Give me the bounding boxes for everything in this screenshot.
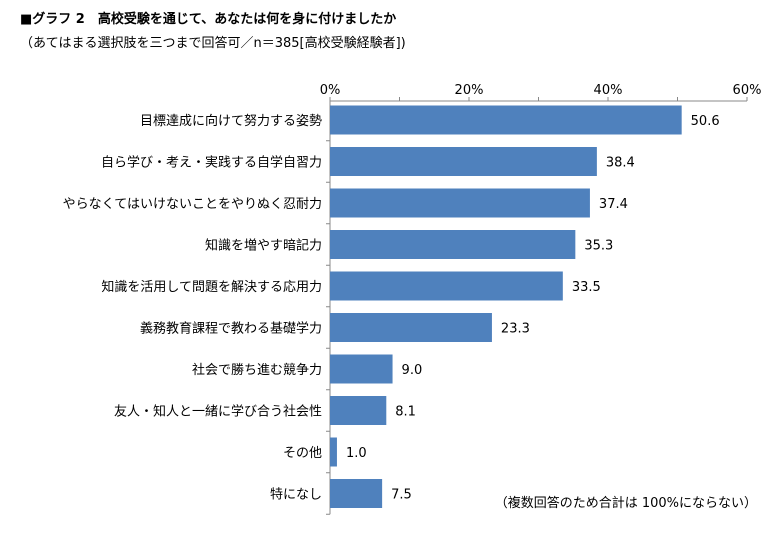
chart-footnote: （複数回答のため合計は 100%にならない） — [494, 496, 757, 511]
value-label: 9.0 — [402, 363, 423, 378]
value-label: 8.1 — [395, 405, 416, 420]
category-label: 社会で勝ち進む競争力 — [192, 362, 322, 378]
bar — [330, 313, 492, 342]
chart-subtitle: （あてはまる選択肢を三つまで回答可／n＝385[高校受験経験者]) — [20, 36, 406, 51]
bar — [330, 437, 337, 467]
category-label: やらなくてはいけないことをやりぬく忍耐力 — [63, 197, 322, 212]
value-label: 1.0 — [346, 446, 367, 461]
category-label: 特になし — [270, 488, 322, 503]
category-label: 自ら学び・考え・実践する自学自習力 — [101, 155, 322, 171]
chart-title: ■グラフ 2 高校受験を通じて、あなたは何を身に付けましたか — [20, 12, 397, 27]
category-label: 目標達成に向けて努力する姿勢 — [140, 113, 322, 129]
bar — [330, 354, 393, 384]
x-tick-label: 20% — [455, 83, 484, 98]
bar — [330, 105, 682, 135]
bar — [330, 396, 387, 425]
x-tick-label: 40% — [594, 83, 623, 98]
x-tick-label: 0% — [320, 83, 341, 98]
value-label: 33.5 — [572, 280, 601, 295]
category-label: 義務教育課程で教わる基礎学力 — [140, 321, 322, 337]
category-label: 知識を活用して問題を解決する応用力 — [101, 279, 322, 295]
value-label: 23.3 — [501, 322, 530, 337]
value-label: 35.3 — [584, 239, 613, 254]
bar — [330, 230, 576, 259]
value-label: 38.4 — [606, 156, 635, 171]
bar — [330, 479, 383, 508]
category-label: 知識を増やす暗記力 — [205, 238, 322, 254]
value-label: 50.6 — [691, 114, 720, 129]
category-label: 友人・知人と一緒に学び合う社会性 — [114, 404, 322, 420]
bar — [330, 147, 597, 176]
bar — [330, 188, 590, 218]
value-label: 7.5 — [391, 488, 412, 503]
bar — [330, 271, 563, 301]
x-tick-label: 60% — [733, 83, 762, 98]
category-label: その他 — [283, 446, 322, 461]
value-label: 37.4 — [599, 197, 628, 212]
